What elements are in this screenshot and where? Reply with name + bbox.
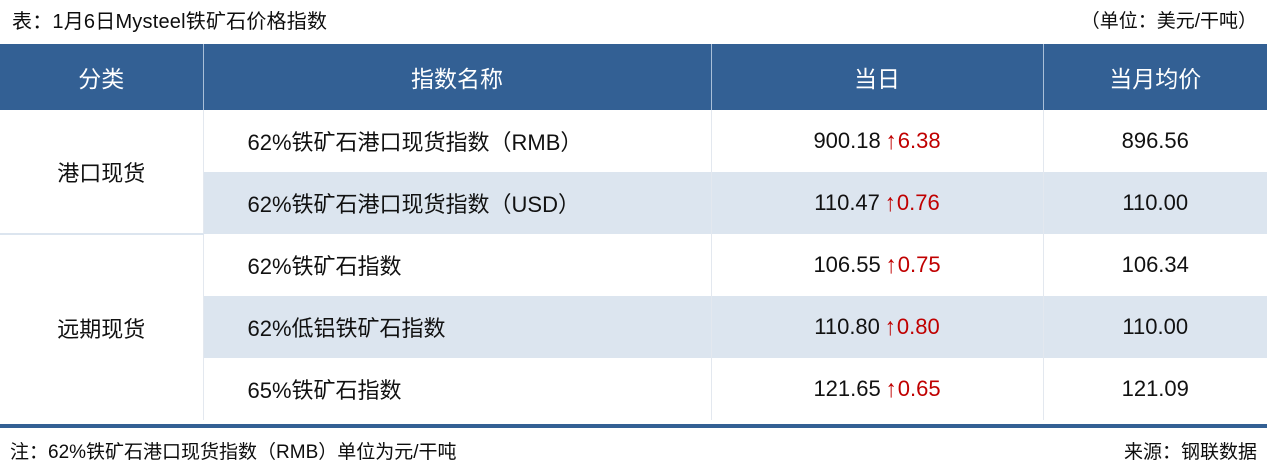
- footer-divider: [0, 424, 1267, 428]
- month-average-cell: 110.00: [1043, 172, 1267, 234]
- table-body: 港口现货 62%铁矿石港口现货指数（RMB） 900.18 ↑6.38 896.5…: [0, 110, 1267, 420]
- footer-source: 来源：钢联数据: [1123, 441, 1257, 463]
- index-name-cell: 62%铁矿石港口现货指数（USD）: [203, 172, 712, 234]
- table-row: 65%铁矿石指数 121.65 ↑0.65 121.09: [0, 358, 1267, 420]
- category-cell-forward-spot: 远期现货: [0, 233, 204, 420]
- table-container: 分类 指数名称 当日 当月均价 港口现货 62%铁矿石港口现货指数（RMB） 9…: [0, 44, 1267, 420]
- today-value: 106.55: [813, 252, 881, 277]
- header-index-name: 指数名称: [203, 44, 712, 110]
- table-row: 62%铁矿石港口现货指数（USD） 110.47 ↑0.76 110.00: [0, 172, 1267, 234]
- today-value-cell: 900.18 ↑6.38: [711, 110, 1044, 172]
- header-today: 当日: [711, 44, 1044, 110]
- index-name-cell: 62%铁矿石港口现货指数（RMB）: [203, 110, 712, 172]
- arrow-up-icon: ↑: [885, 250, 897, 279]
- month-average-cell: 121.09: [1043, 358, 1267, 420]
- today-value: 900.18: [813, 128, 881, 153]
- header-row: 分类 指数名称 当日 当月均价: [0, 44, 1267, 110]
- today-value: 121.65: [813, 376, 881, 401]
- table-title: 表：1月6日Mysteel铁矿石价格指数: [12, 11, 328, 33]
- table-row: 港口现货 62%铁矿石港口现货指数（RMB） 900.18 ↑6.38 896.5…: [0, 110, 1267, 234]
- month-average-cell: 110.00: [1043, 296, 1267, 358]
- today-delta: 6.38: [897, 128, 941, 153]
- arrow-up-icon: ↑: [885, 126, 897, 155]
- index-name-cell: 62%铁矿石指数: [203, 234, 712, 296]
- today-delta: 0.76: [896, 190, 940, 215]
- today-value-cell: 110.47 ↑0.76: [711, 172, 1044, 234]
- footer-note: 注：62%铁矿石港口现货指数（RMB）单位为元/干吨: [10, 441, 457, 463]
- month-average-cell: 106.34: [1043, 234, 1267, 296]
- iron-ore-price-index-table: 分类 指数名称 当日 当月均价 港口现货 62%铁矿石港口现货指数（RMB） 9…: [0, 44, 1267, 420]
- today-value-cell: 110.80 ↑0.80: [711, 296, 1044, 358]
- header-month-average: 当月均价: [1043, 44, 1267, 110]
- arrow-up-icon: ↑: [884, 188, 896, 217]
- index-name-cell: 65%铁矿石指数: [203, 358, 712, 420]
- today-delta: 0.65: [897, 376, 941, 401]
- index-name-cell: 62%低铝铁矿石指数: [203, 296, 712, 358]
- month-average-cell: 896.56: [1043, 110, 1267, 172]
- table-unit-label: （单位：美元/干吨）: [1080, 10, 1257, 32]
- today-value: 110.47: [814, 190, 880, 215]
- today-value-cell: 106.55 ↑0.75: [711, 234, 1044, 296]
- arrow-up-icon: ↑: [885, 374, 897, 403]
- arrow-up-icon: ↑: [884, 312, 896, 341]
- table-row: 远期现货 62%铁矿石指数 106.55 ↑0.75 106.34: [0, 233, 1267, 420]
- category-cell-port-spot: 港口现货: [0, 110, 204, 234]
- table-row: 62%低铝铁矿石指数 110.80 ↑0.80 110.00: [0, 296, 1267, 358]
- table-caption: 表：1月6日Mysteel铁矿石价格指数 （单位：美元/干吨）: [0, 0, 1267, 44]
- today-delta: 0.80: [896, 314, 940, 339]
- today-delta: 0.75: [897, 252, 941, 277]
- header-category: 分类: [0, 44, 204, 110]
- table-header: 分类 指数名称 当日 当月均价: [0, 44, 1267, 110]
- footer: 注：62%铁矿石港口现货指数（RMB）单位为元/干吨 来源：钢联数据: [0, 430, 1267, 470]
- today-value-cell: 121.65 ↑0.65: [711, 358, 1044, 420]
- today-value: 110.80: [814, 314, 880, 339]
